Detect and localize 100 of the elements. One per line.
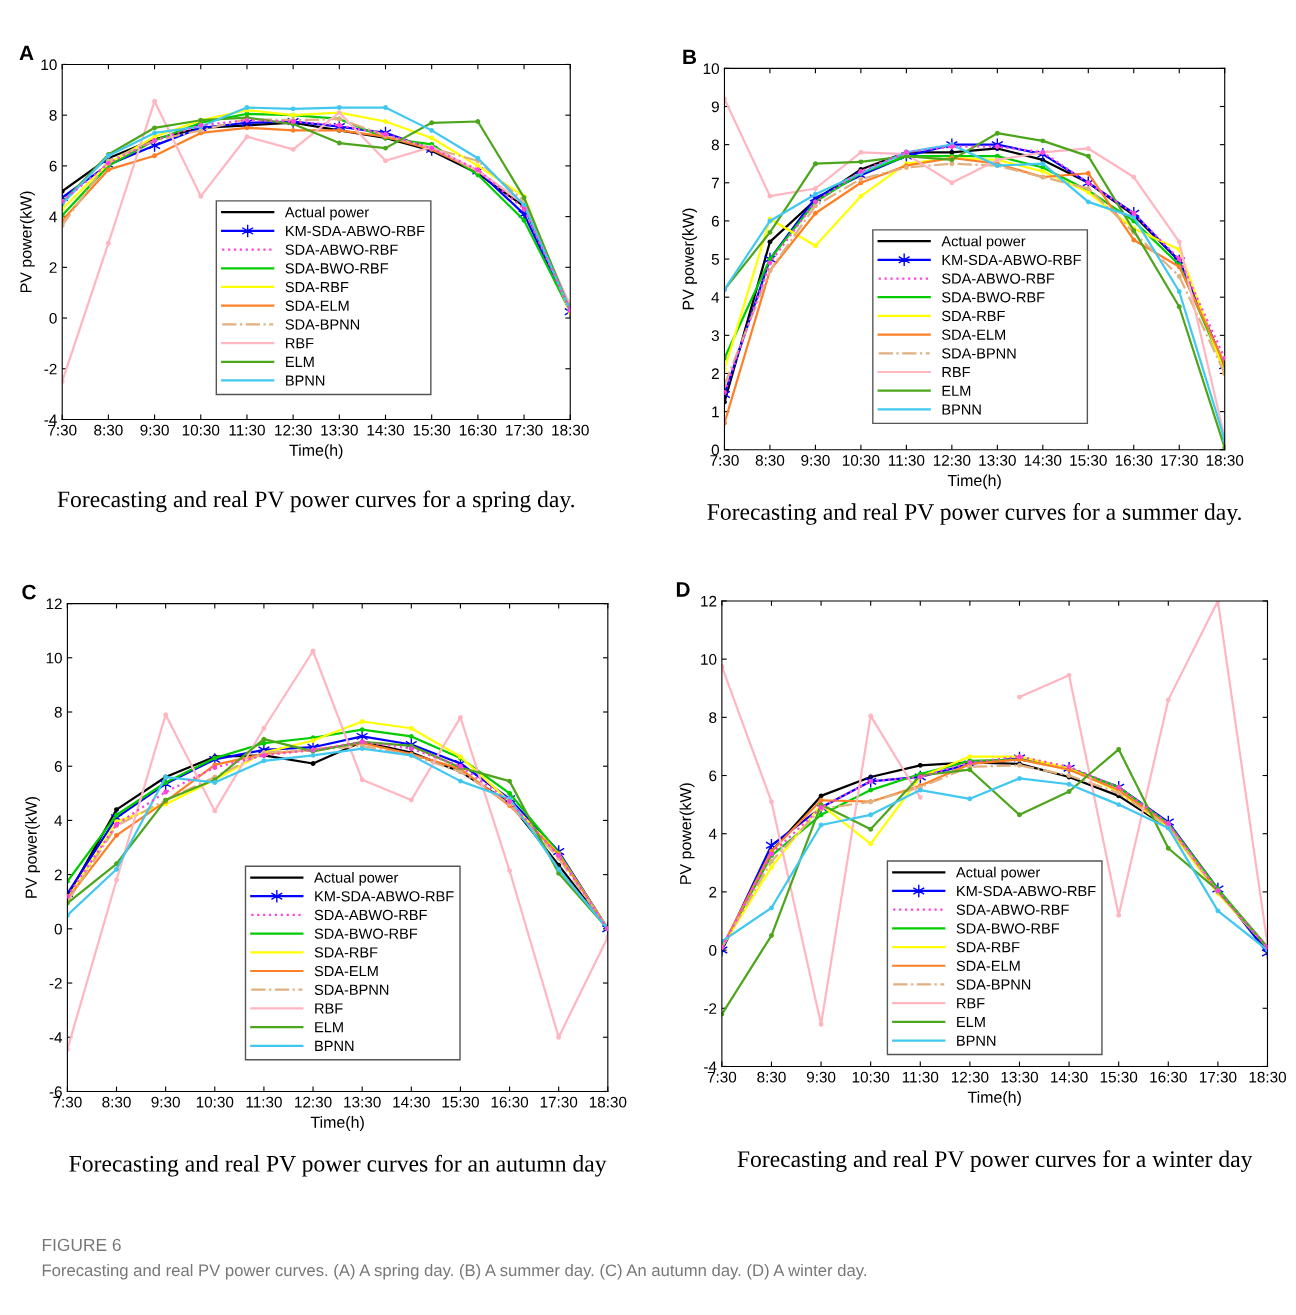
text: Forecasting and real PV power curves. (A) A spring day. (B) A summer day. (C) An autumn day. (D) A winter day.: [42, 1263, 866, 1280]
y-tick-label: 10: [46, 652, 62, 664]
x-tick-label: 16:30: [459, 424, 497, 436]
legend-label: SDA-RBF: [285, 281, 349, 293]
x-tick-label: 15:30: [1070, 454, 1107, 466]
y-tick-label: 0: [711, 444, 720, 456]
text: Forecasting and real PV power curves for a spring day.: [57, 490, 574, 513]
y-tick-label: 4: [708, 828, 717, 840]
x-tick-label: 14:30: [367, 424, 405, 436]
y-tick-label: 12: [46, 598, 62, 610]
y-tick-label: 2: [54, 869, 62, 881]
y-tick-label: -6: [49, 1086, 62, 1098]
y-tick-label: -2: [704, 1003, 717, 1014]
x-tick-label: 10:30: [852, 1071, 890, 1083]
x-tick-label: 8:30: [94, 424, 123, 436]
x-tick-label: 18:30: [1249, 1071, 1287, 1083]
x-tick-label: 17:30: [1161, 454, 1198, 466]
x-tick-label: 9:30: [806, 1071, 836, 1083]
x-tick-label: 10:30: [842, 454, 880, 466]
x-tick-label: 8:30: [755, 454, 785, 466]
x-tick-label: 18:30: [552, 424, 589, 436]
legend-label: SDA-BPNN: [285, 319, 360, 330]
legend-label: RBF: [315, 1003, 343, 1014]
legend-label: SDA-ELM: [285, 300, 349, 311]
text: Forecasting and real PV power curves for a winter day: [737, 1150, 1253, 1172]
text: Forecasting and real PV power curves for an autumn day: [69, 1154, 607, 1177]
y-tick-label: 9: [711, 101, 719, 113]
x-tick-label: 15:30: [442, 1096, 479, 1108]
legend-label: KM-SDA-ABWO-RBF: [942, 254, 1081, 266]
legend-label: ELM: [286, 356, 314, 367]
x-tick-label: 11:30: [888, 454, 925, 466]
legend-label: Actual power: [314, 872, 399, 886]
x-tick-label: 17:30: [1199, 1071, 1237, 1083]
y-tick-label: 6: [709, 770, 717, 782]
x-tick-label: 14:30: [393, 1096, 430, 1108]
text: Forecasting and real PV power curves for a summer day.: [707, 503, 1241, 525]
x-tick-label: 16:30: [1150, 1071, 1187, 1083]
x-tick-label: 7:30: [53, 1096, 82, 1108]
legend-label: SDA-BPNN: [956, 979, 1031, 990]
y-tick-label: 3: [711, 330, 719, 342]
y-tick-label: 12: [701, 595, 717, 607]
legend-label: SDA-ABWO-RBF: [314, 909, 427, 921]
legend-label: SDA-BPNN: [314, 984, 389, 995]
y-tick-label: 8: [709, 712, 717, 724]
x-tick-label: 7:30: [707, 1071, 737, 1083]
legend-label: ELM: [957, 1016, 985, 1027]
y-tick-label: 10: [703, 63, 720, 75]
y-tick-label: 4: [49, 211, 57, 223]
legend-label: SDA-BWO-RBF: [956, 923, 1060, 934]
x-tick-label: 9:30: [801, 454, 830, 466]
x-tick-label: 15:30: [413, 424, 451, 436]
y-tick-label: 6: [711, 215, 719, 227]
y-tick-label: 4: [54, 815, 63, 826]
legend-label: Actual power: [955, 866, 1041, 881]
y-tick-label: 1: [712, 406, 719, 418]
legend-label: RBF: [286, 338, 314, 349]
legend-label: SDA-RBF: [942, 310, 1005, 322]
x-tick-label: 7:30: [710, 454, 739, 466]
y-axis-title: PV power(kW): [679, 783, 695, 884]
x-tick-label: 12:30: [275, 424, 312, 436]
legend-label: SDA-ABWO-RBF: [285, 244, 398, 255]
x-tick-label: 14:30: [1051, 1071, 1088, 1083]
y-axis-title: PV power(kW): [25, 797, 40, 898]
legend-label: SDA-BWO-RBF: [314, 928, 418, 939]
x-tick-label: 12:30: [933, 454, 971, 466]
legend-label: KM-SDA-ABWO-RBF: [286, 225, 425, 237]
x-axis-title: Time(h): [967, 1091, 1021, 1107]
x-tick-label: 14:30: [1024, 454, 1062, 466]
y-axis-title: PV power(kW): [682, 208, 698, 310]
x-tick-label: 12:30: [951, 1071, 989, 1083]
y-tick-label: 7: [711, 177, 719, 189]
legend-label: SDA-ABWO-RBF: [942, 273, 1055, 284]
legend-label: RBF: [957, 998, 985, 1009]
x-tick-label: 13:30: [979, 454, 1016, 466]
x-tick-label: 15:30: [1100, 1071, 1138, 1083]
y-tick-label: -4: [44, 414, 57, 426]
y-tick-label: 0: [49, 312, 57, 324]
y-tick-label: 10: [41, 59, 57, 71]
y-tick-label: 2: [711, 368, 719, 379]
legend-label: SDA-BWO-RBF: [942, 292, 1045, 303]
y-tick-label: 4: [711, 292, 720, 303]
y-tick-label: 10: [701, 654, 717, 665]
x-tick-label: 10:30: [182, 424, 220, 436]
y-tick-label: 8: [49, 110, 57, 121]
legend-label: SDA-ELM: [956, 960, 1020, 972]
legend-label: Actual power: [284, 206, 369, 221]
y-tick-label: 6: [54, 761, 62, 772]
legend-label: KM-SDA-ABWO-RBF: [957, 885, 1096, 897]
x-tick-label: 16:30: [491, 1096, 529, 1108]
x-tick-label: 8:30: [102, 1096, 131, 1108]
y-tick-label: 8: [54, 706, 62, 718]
y-tick-label: -2: [49, 977, 62, 989]
x-tick-label: 11:30: [902, 1071, 939, 1083]
y-tick-label: 6: [49, 160, 57, 172]
x-tick-label: 13:30: [321, 424, 358, 436]
legend-label: RBF: [942, 367, 970, 378]
x-tick-label: 9:30: [140, 424, 169, 436]
x-tick-label: 18:30: [1206, 454, 1244, 466]
y-tick-label: -2: [44, 363, 57, 375]
chart-title: D: [676, 582, 690, 597]
